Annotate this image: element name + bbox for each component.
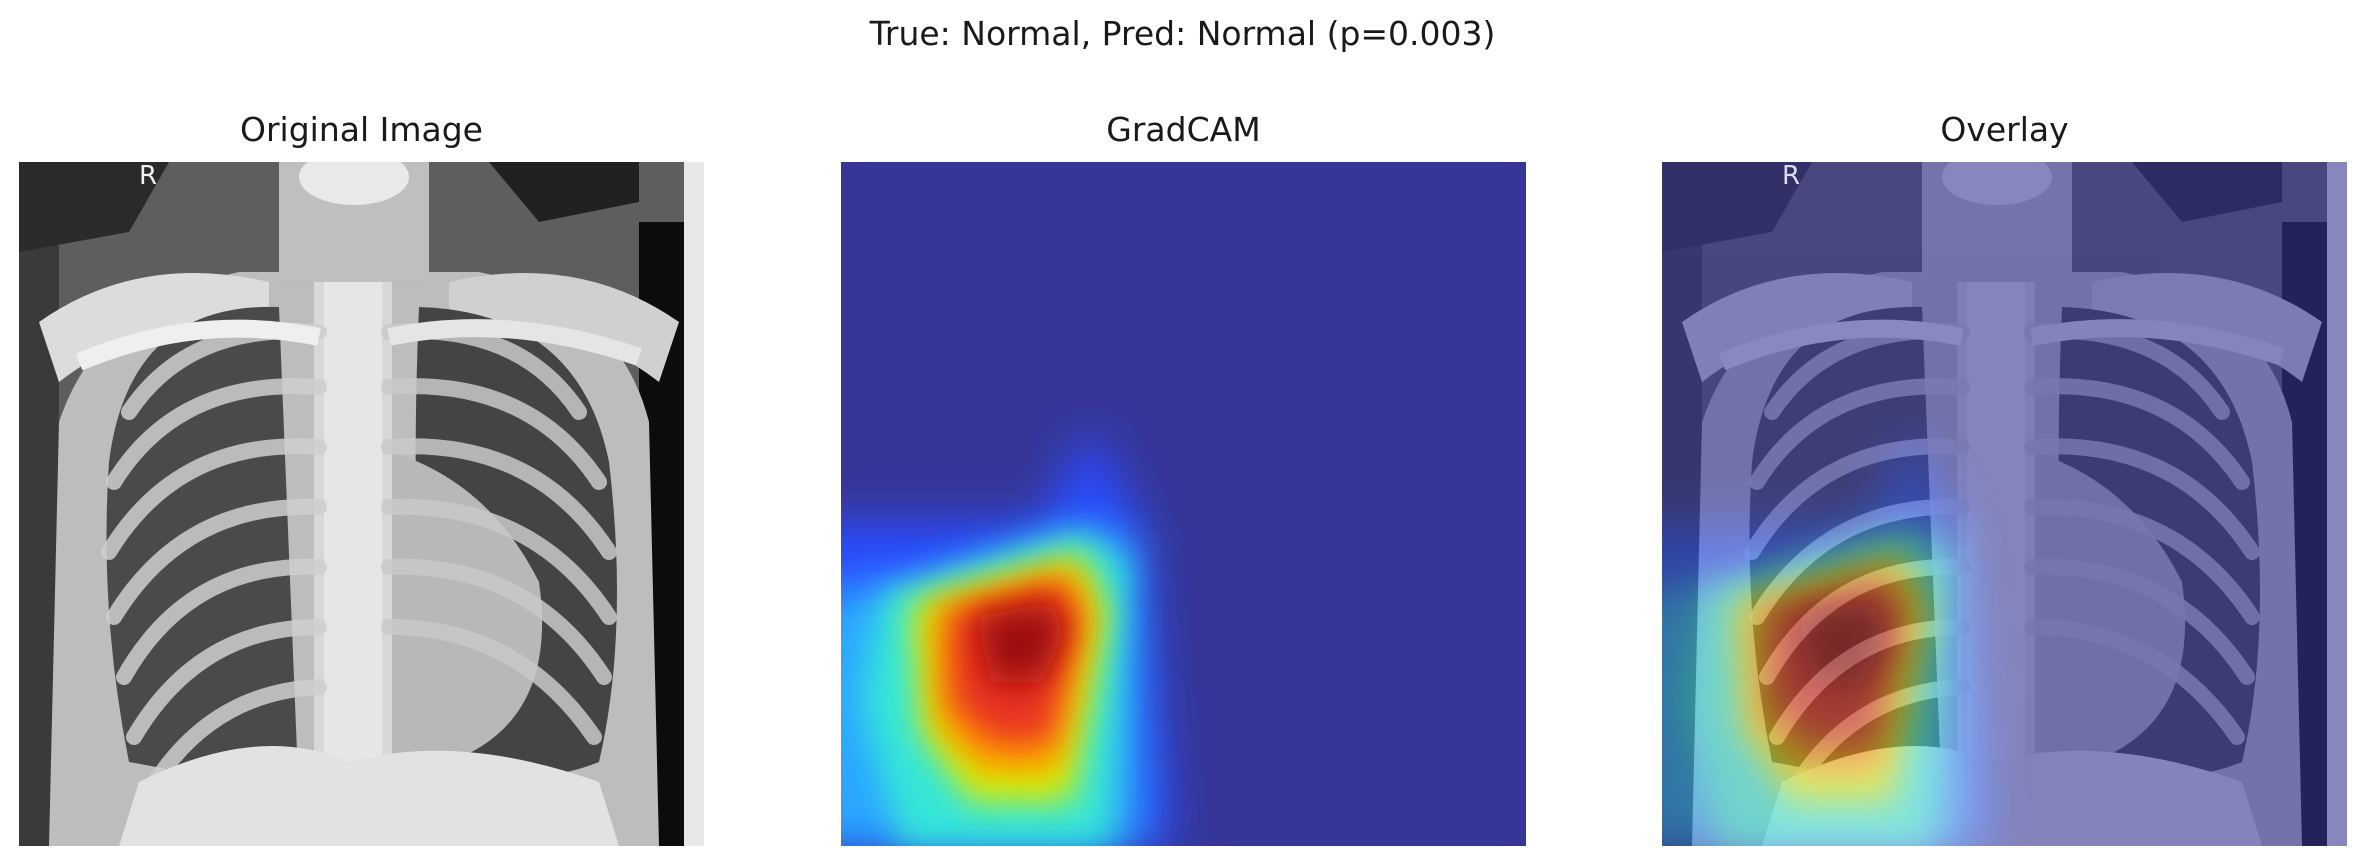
gradcam-title: GradCAM: [1106, 110, 1261, 149]
gradcam-panel: GradCAM: [841, 108, 1526, 152]
gradcam-heatmap: [841, 162, 1526, 846]
original-image-panel: Original Image: [19, 108, 704, 152]
original-xray-image: R: [19, 162, 704, 846]
overlay-image: R: [1662, 162, 2347, 846]
overlay-side-marker: R: [1782, 162, 1800, 191]
overlay-panel: Overlay R: [1662, 108, 2347, 152]
original-image-title: Original Image: [240, 110, 483, 149]
overlay-title: Overlay: [1940, 110, 2069, 149]
figure-title: True: Normal, Pred: Normal (p=0.003): [869, 14, 1496, 53]
xray-side-marker: R: [139, 162, 157, 191]
